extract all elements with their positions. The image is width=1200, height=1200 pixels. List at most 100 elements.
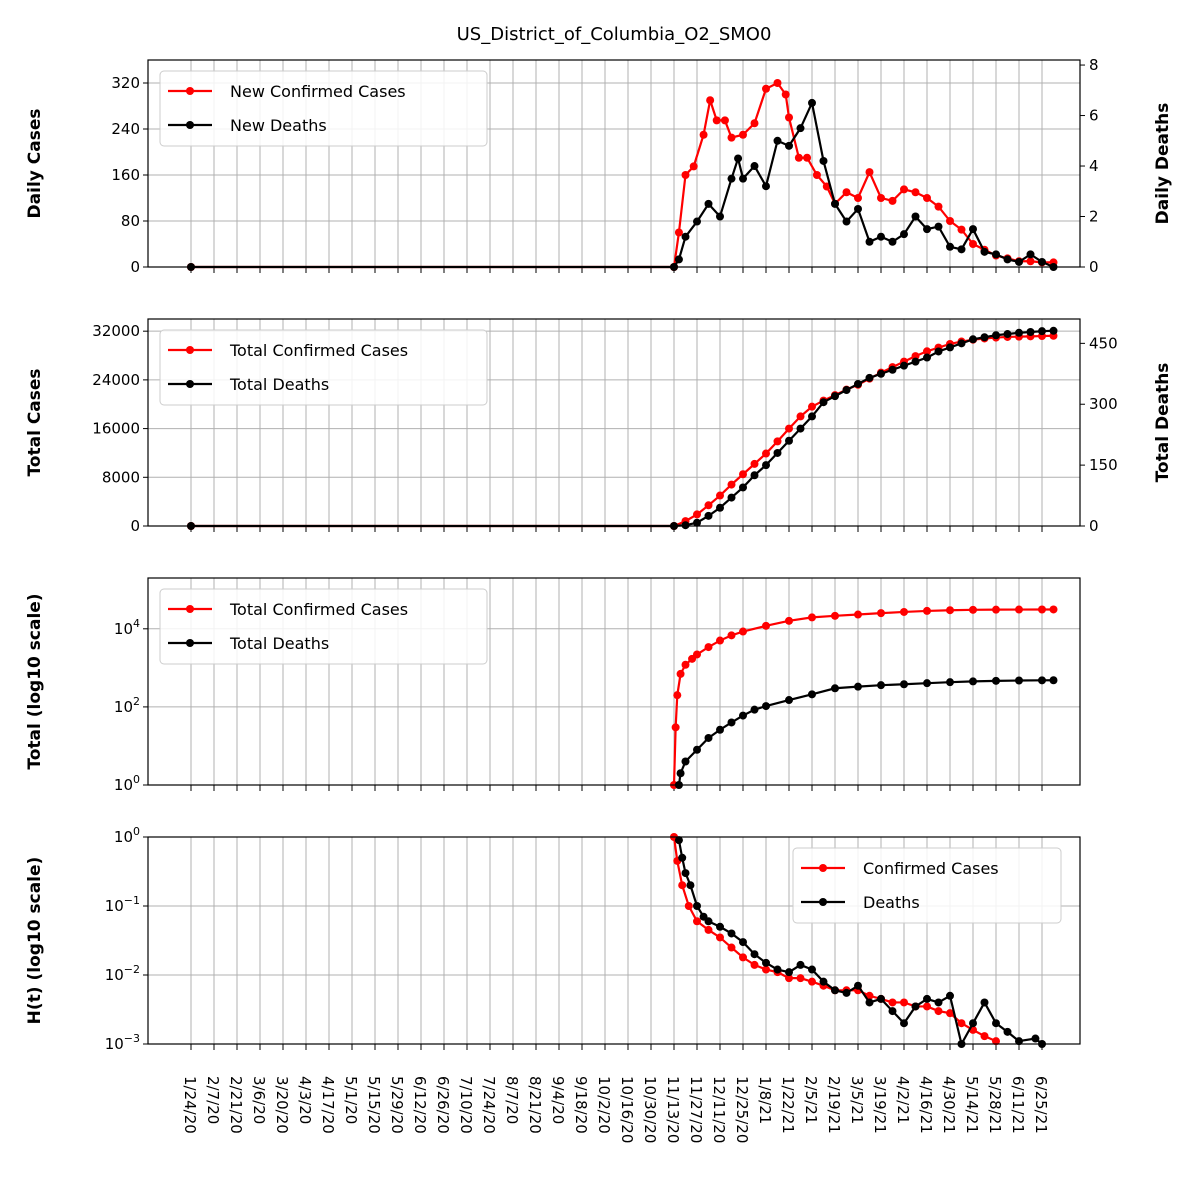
legend-label: Total Confirmed Cases (229, 600, 408, 619)
data-point (819, 977, 828, 986)
data-point (727, 943, 736, 952)
data-point (681, 757, 690, 766)
legend-box (159, 70, 488, 147)
data-point (1003, 330, 1012, 339)
data-point (796, 960, 805, 969)
data-point (739, 938, 747, 947)
y-tick-label: 0 (130, 258, 140, 276)
data-point (1049, 605, 1058, 614)
panels: 0 80 160 240 320 0 2 4 6 8 Daily Cases Daily Deaths… (25, 56, 1173, 1053)
data-point (716, 933, 724, 942)
y-tick-label: 32000 (92, 322, 140, 340)
legend-marker (186, 87, 194, 95)
x-tick-label: 4/16/21 (917, 1076, 935, 1134)
y-tick-label: 16000 (92, 420, 140, 438)
x-tick-label: 3/5/21 (848, 1076, 866, 1124)
legend-box (792, 847, 1062, 924)
x-tick-label: 3/6/20 (250, 1076, 268, 1124)
data-point (676, 669, 685, 678)
data-point (877, 994, 885, 1003)
data-point (727, 480, 736, 489)
data-point (693, 217, 701, 226)
legend-label: New Deaths (230, 116, 327, 135)
data-point (934, 1007, 943, 1016)
legend-marker (819, 898, 827, 906)
legend-marker (186, 121, 194, 129)
data-point (969, 605, 977, 614)
y-tick-label: 240 (111, 120, 140, 138)
data-point (704, 925, 713, 934)
data-point (854, 204, 862, 213)
plot-frame (147, 836, 1081, 1045)
data-point (750, 705, 759, 714)
data-point (831, 611, 839, 620)
data-point (671, 723, 680, 732)
x-tick-label: 10/2/20 (595, 1076, 613, 1134)
data-point (831, 392, 839, 401)
data-point (888, 365, 897, 374)
legend-marker (186, 605, 194, 613)
data-point (1038, 327, 1046, 336)
data-point (762, 182, 770, 191)
data-point (785, 436, 793, 445)
data-point (673, 691, 682, 700)
x-tick-label: 5/14/21 (963, 1076, 981, 1134)
data-point (762, 461, 770, 470)
data-point (969, 1019, 977, 1028)
chart-title: US_District_of_Columbia_O2_SMO0 (457, 24, 772, 45)
x-tick-label: 2/5/21 (802, 1076, 820, 1124)
data-point (808, 965, 816, 974)
data-point (854, 194, 862, 202)
x-tick-label: 12/11/20 (710, 1076, 728, 1143)
data-point (693, 518, 701, 527)
data-point (1026, 327, 1035, 336)
data-point (750, 471, 759, 480)
data-point (957, 245, 966, 254)
x-tick-label: 8/21/20 (526, 1076, 544, 1134)
data-point (762, 702, 770, 711)
x-tick-label: 2/21/20 (227, 1076, 245, 1134)
data-point (704, 917, 713, 926)
data-point (1015, 676, 1023, 685)
y-tick-label: 320 (111, 74, 140, 92)
data-point (704, 501, 713, 510)
data-point (720, 116, 729, 125)
data-point (750, 119, 759, 128)
data-point (727, 631, 736, 640)
y-right-axis-label: Total Deaths (1153, 363, 1173, 483)
data-point (980, 333, 989, 342)
data-point (803, 153, 812, 162)
x-tick-label: 6/11/21 (1009, 1076, 1027, 1134)
data-point (1015, 605, 1023, 614)
y-right-tick-label: 150 (1089, 456, 1118, 474)
data-point (684, 902, 693, 910)
y-tick-label: 104 (114, 617, 140, 638)
data-point (750, 459, 759, 468)
x-tick-label: 6/25/21 (1032, 1076, 1050, 1134)
data-point (1026, 257, 1035, 266)
data-point (923, 994, 931, 1003)
data-point (865, 998, 874, 1007)
data-point (773, 79, 782, 87)
data-point (969, 677, 977, 686)
data-point (911, 352, 920, 361)
legend: New Confirmed Cases New Deaths (159, 70, 488, 147)
data-point (739, 130, 747, 139)
x-tick-label: 7/24/20 (480, 1076, 498, 1134)
data-point (1015, 257, 1023, 266)
data-point (831, 199, 839, 208)
data-point (704, 643, 713, 652)
data-point (762, 621, 770, 630)
data-point (734, 154, 743, 163)
x-tick-label: 11/27/20 (687, 1076, 705, 1143)
data-point (681, 521, 690, 530)
y-tick-label: 10−2 (105, 963, 140, 984)
x-tick-label: 4/17/20 (319, 1076, 337, 1134)
data-point (762, 958, 770, 967)
legend: Total Confirmed Cases Total Deaths (159, 329, 488, 406)
x-tick-label: 8/7/20 (503, 1076, 521, 1124)
data-point (750, 950, 759, 959)
legend-marker (186, 639, 194, 647)
data-point (796, 412, 805, 421)
